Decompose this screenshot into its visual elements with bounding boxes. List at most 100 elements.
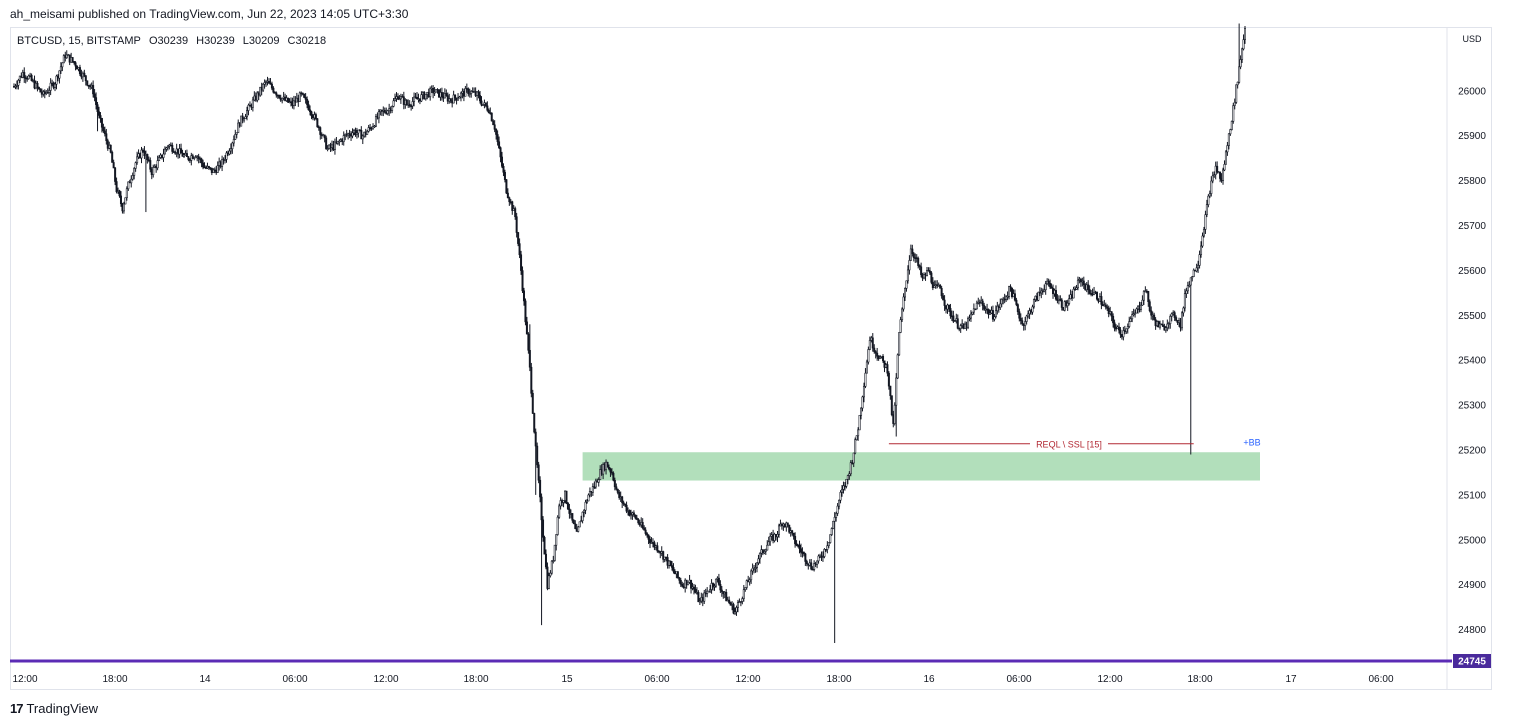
candle-body	[498, 141, 501, 148]
candle-body	[968, 317, 971, 320]
candle-body	[530, 366, 533, 394]
candle-body	[1122, 330, 1125, 338]
x-tick-label: 18:00	[463, 674, 488, 685]
candle-body	[172, 151, 175, 153]
candle-body	[92, 85, 95, 95]
candle-body	[1241, 48, 1244, 60]
candle-body	[326, 148, 329, 150]
candle-body	[736, 602, 739, 608]
candle-body	[62, 55, 65, 64]
candle-body	[643, 527, 646, 531]
candle-body	[1195, 267, 1198, 272]
candle-body	[994, 310, 997, 317]
y-tick-label: 25500	[1458, 311, 1486, 322]
candle-body	[1200, 245, 1203, 255]
candle-body	[911, 248, 914, 254]
candle-body	[1204, 214, 1207, 230]
candle-body	[143, 150, 146, 157]
candle-body	[971, 311, 974, 315]
candle-body	[635, 517, 638, 520]
candle-body	[553, 544, 556, 561]
candle-body	[1016, 304, 1019, 313]
candle-body	[989, 312, 992, 315]
candle-body	[357, 129, 360, 134]
candle-body	[810, 562, 813, 570]
candle-body	[624, 503, 627, 506]
x-tick-label: 15	[561, 674, 573, 685]
candle-body	[119, 195, 122, 205]
candle-body	[202, 162, 205, 168]
candle-body	[1125, 328, 1128, 332]
candle-body	[758, 552, 761, 560]
candle-body	[947, 304, 950, 309]
candle-body	[734, 611, 737, 614]
candle-body	[933, 285, 936, 289]
candle-body	[100, 118, 103, 128]
candle-body	[348, 133, 351, 136]
candle-body	[235, 132, 238, 135]
candle-body	[692, 586, 695, 590]
candle-body	[644, 529, 647, 534]
candle-body	[679, 579, 682, 585]
candle-body	[354, 129, 357, 135]
candle-body	[840, 489, 843, 493]
candle-body	[1197, 265, 1200, 269]
candle-body	[156, 160, 159, 169]
symbol-legend[interactable]: BTCUSD, 15, BITSTAMP O30239 H30239 L3020…	[14, 35, 335, 47]
candle-body	[237, 122, 240, 134]
candle-body	[518, 243, 521, 256]
candle-body	[292, 100, 295, 106]
candle-body	[152, 167, 155, 175]
candle-body	[259, 86, 262, 96]
candle-body	[1106, 306, 1109, 309]
x-tick-label: 06:00	[282, 674, 307, 685]
y-tick-label: 25300	[1458, 401, 1486, 412]
candle-body	[583, 509, 586, 513]
candle-body	[452, 94, 455, 104]
candle-body	[99, 115, 102, 119]
candle-body	[558, 505, 561, 518]
candle-body	[755, 562, 758, 568]
candle-body	[405, 99, 408, 105]
candle-body	[769, 536, 772, 543]
candle-body	[813, 563, 816, 570]
x-tick-label: 12:00	[12, 674, 37, 685]
candle-body	[795, 543, 798, 546]
candle-body	[1119, 329, 1122, 335]
candle-body	[1049, 283, 1052, 288]
candle-body	[467, 88, 470, 95]
candle-body	[1170, 313, 1173, 317]
candle-body	[821, 556, 824, 558]
tradingview-footer[interactable]: 17 TradingView	[10, 701, 98, 716]
candle-body	[879, 356, 882, 360]
candle-body	[411, 101, 414, 107]
candle-body	[678, 577, 681, 581]
candle-body	[739, 601, 742, 603]
chart-frame[interactable]	[10, 27, 1492, 690]
x-tick-label: 18:00	[826, 674, 851, 685]
candle-body	[959, 325, 962, 329]
candle-body	[829, 534, 832, 543]
candle-body	[802, 552, 805, 555]
candle-body	[165, 147, 168, 150]
candle-body	[278, 94, 281, 99]
candle-body	[355, 132, 358, 135]
x-tick-label: 06:00	[644, 674, 669, 685]
candle-body	[537, 464, 540, 481]
candle-body	[653, 542, 656, 548]
legend-open: O30239	[148, 35, 189, 47]
candle-body	[773, 533, 776, 541]
candle-body	[584, 501, 587, 511]
candle-body	[906, 269, 909, 282]
x-tick-label: 18:00	[102, 674, 127, 685]
candle-body	[559, 500, 562, 507]
legend-high: H30239	[196, 35, 235, 47]
candle-body	[1183, 293, 1186, 309]
candle-body	[1148, 301, 1151, 312]
candle-body	[876, 352, 879, 357]
candle-body	[351, 132, 354, 137]
candle-body	[1141, 299, 1144, 306]
candle-body	[366, 131, 369, 135]
candle-body	[581, 511, 584, 521]
